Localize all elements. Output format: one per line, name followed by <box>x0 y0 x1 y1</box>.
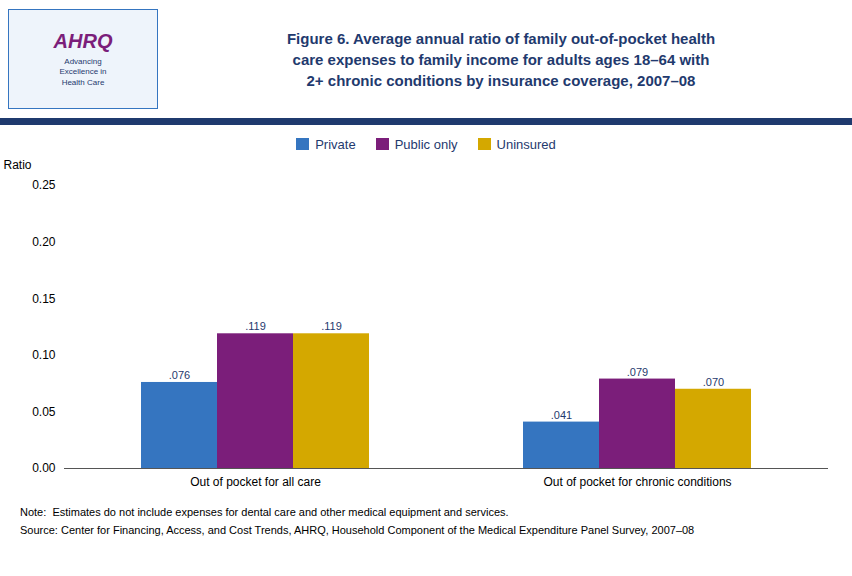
svg-text:0.00: 0.00 <box>32 461 56 475</box>
svg-text:0.25: 0.25 <box>32 178 56 192</box>
svg-text:.119: .119 <box>321 320 342 332</box>
svg-text:0.05: 0.05 <box>32 405 56 419</box>
svg-text:.041: .041 <box>551 409 572 421</box>
html-text:Note: Estimates do not include: Note: Estimates do not include expenses … <box>20 506 509 518</box>
html-text:Figure 6. Average annual ratio: Figure 6. Average annual ratio of family… <box>286 29 716 89</box>
svg-text:.076: .076 <box>169 369 190 381</box>
html-text:Source: Center for Financing,: Source: Center for Financing, Access, an… <box>20 524 695 536</box>
html-text:Public only: Public only <box>394 136 458 152</box>
html-text:Advancing Excellence in Health: Advancing Excellence in Health Care <box>59 56 107 87</box>
svg-text:0.20: 0.20 <box>32 235 56 249</box>
svg-text:0.10: 0.10 <box>32 348 56 362</box>
svg-text:Ratio: Ratio <box>4 158 32 172</box>
svg-text:Out of pocket for chronic cond: Out of pocket for chronic conditions <box>543 475 731 489</box>
html-text:Private: Private <box>315 136 356 152</box>
svg-text:0.15: 0.15 <box>32 292 56 306</box>
svg-text:.070: .070 <box>703 376 724 388</box>
svg-text:.119: .119 <box>245 320 266 332</box>
html-text:Uninsured: Uninsured <box>496 136 556 152</box>
svg-text:.079: .079 <box>627 366 648 378</box>
svg-text:Out of pocket for all care: Out of pocket for all care <box>190 475 321 489</box>
html-text:AHRQ: AHRQ <box>53 29 113 52</box>
